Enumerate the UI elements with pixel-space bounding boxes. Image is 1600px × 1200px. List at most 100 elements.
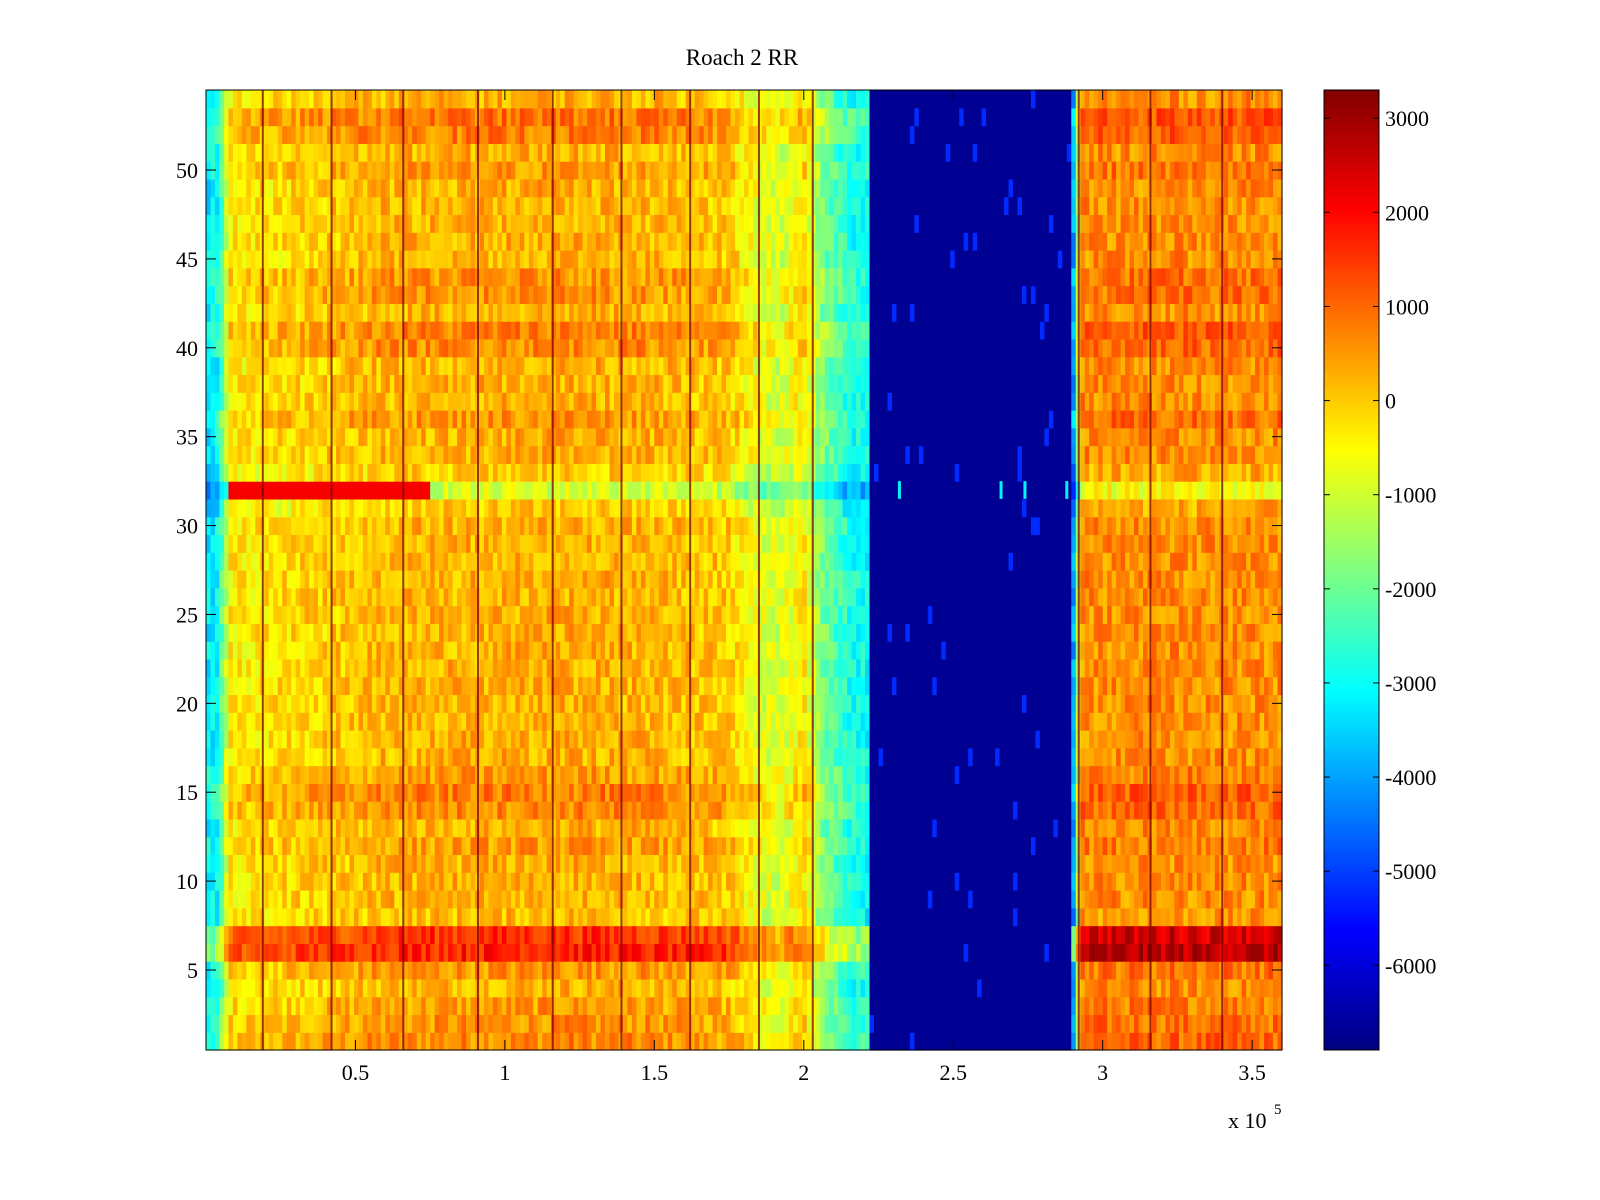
heatmap-cell: [986, 943, 992, 962]
heatmap-cell: [788, 818, 794, 838]
heatmap-cell: [887, 854, 893, 873]
heatmap-cell: [1134, 978, 1140, 998]
heatmap-cell: [968, 925, 974, 944]
heatmap-cell: [591, 801, 597, 820]
heatmap-cell: [793, 836, 799, 856]
heatmap-cell: [865, 925, 871, 944]
heatmap-cell: [694, 925, 700, 944]
heatmap-cell: [811, 925, 817, 944]
heatmap-cell: [667, 694, 673, 713]
heatmap-cell: [1228, 978, 1234, 998]
heatmap-cell: [681, 943, 687, 962]
heatmap-cell: [1264, 765, 1270, 784]
heatmap-cell: [649, 890, 655, 909]
heatmap-cell: [448, 712, 454, 731]
heatmap-cell: [959, 765, 965, 784]
heatmap-cell: [685, 961, 691, 980]
heatmap-cell: [1111, 925, 1117, 944]
heatmap-cell: [210, 747, 216, 767]
heatmap-cell: [1169, 783, 1175, 802]
heatmap-cell: [1268, 747, 1274, 767]
heatmap-cell: [1039, 818, 1045, 838]
heatmap-cell: [573, 907, 579, 927]
heatmap-cell: [1030, 996, 1037, 1016]
heatmap-cell: [995, 943, 1001, 962]
heatmap-cell: [466, 943, 472, 962]
heatmap-cell: [1120, 943, 1126, 962]
heatmap-cell: [1255, 872, 1261, 891]
heatmap-cell: [699, 854, 705, 873]
heatmap-cell: [210, 676, 216, 696]
heatmap-cell: [389, 783, 395, 802]
heatmap-cell: [1116, 1032, 1122, 1051]
heatmap-cell: [667, 1032, 673, 1051]
heatmap-cell: [1107, 694, 1113, 713]
heatmap-cell: [672, 996, 678, 1016]
heatmap-cell: [918, 836, 924, 856]
heatmap-cell: [596, 961, 602, 980]
heatmap-cell: [1062, 783, 1068, 802]
heatmap-cell: [1255, 694, 1261, 713]
heatmap-cell: [219, 978, 225, 998]
heatmap-cell: [891, 694, 898, 713]
heatmap-cell: [255, 978, 261, 998]
heatmap-cell: [708, 925, 714, 944]
heatmap-cell: [1183, 801, 1189, 820]
heatmap-cell: [1129, 907, 1135, 927]
heatmap-cell: [232, 978, 238, 998]
heatmap-cell: [273, 836, 279, 856]
heatmap-cell: [1102, 1014, 1108, 1033]
heatmap-cell: [681, 1014, 687, 1033]
heatmap-cell: [685, 694, 691, 713]
heatmap-cell: [1111, 730, 1117, 749]
heatmap-cell: [1187, 854, 1193, 873]
heatmap-cell: [443, 730, 449, 749]
heatmap-cell: [537, 925, 543, 944]
heatmap-cell: [654, 907, 660, 927]
heatmap-cell: [282, 961, 288, 980]
heatmap-cell: [344, 907, 351, 927]
heatmap-cell: [730, 801, 736, 820]
heatmap-cell: [896, 943, 902, 962]
heatmap-cell: [1277, 836, 1283, 856]
heatmap-cell: [712, 783, 718, 802]
heatmap-cell: [860, 818, 866, 838]
heatmap-cell: [353, 801, 360, 820]
heatmap-cell: [1160, 978, 1167, 998]
heatmap-cell: [649, 1032, 655, 1051]
heatmap-cell: [515, 925, 521, 944]
heatmap-cell: [793, 730, 799, 749]
heatmap-cell: [250, 978, 256, 998]
heatmap-cell: [950, 925, 956, 944]
heatmap-cell: [936, 747, 942, 767]
heatmap-cell: [1111, 765, 1117, 784]
heatmap-cell: [291, 747, 297, 767]
heatmap-cell: [959, 712, 965, 731]
heatmap-cell: [900, 996, 906, 1016]
heatmap-cell: [327, 801, 333, 820]
heatmap-cell: [739, 765, 745, 784]
heatmap-cell: [214, 765, 221, 784]
heatmap-cell: [488, 907, 494, 927]
heatmap-cell: [1089, 801, 1095, 820]
heatmap-cell: [999, 783, 1005, 802]
heatmap-cell: [210, 996, 216, 1016]
heatmap-cell: [1156, 694, 1162, 713]
heatmap-cell: [752, 854, 759, 873]
heatmap-cell: [891, 712, 898, 731]
heatmap-cell: [582, 1032, 588, 1051]
heatmap-cell: [542, 925, 548, 944]
heatmap-cell: [878, 872, 884, 891]
heatmap-cell: [1156, 747, 1162, 767]
heatmap-cell: [461, 872, 467, 891]
heatmap-cell: [824, 961, 830, 980]
heatmap-cell: [968, 765, 974, 784]
heatmap-cell: [640, 676, 646, 696]
heatmap-cell: [950, 747, 956, 767]
heatmap-cell: [1089, 694, 1095, 713]
heatmap-cell: [241, 1032, 247, 1051]
heatmap-cell: [775, 676, 781, 696]
heatmap-cell: [1255, 1032, 1261, 1051]
heatmap-cell: [914, 872, 920, 891]
heatmap-cell: [927, 961, 933, 980]
